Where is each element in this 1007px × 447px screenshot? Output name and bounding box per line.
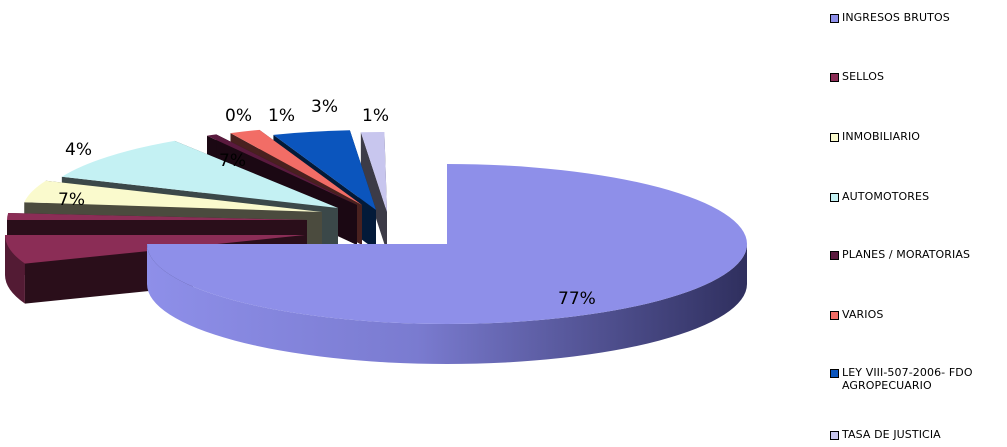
legend-item-ley-fdo-agropecuario: LEY VIII-507-2006- FDO AGROPECUARIO bbox=[830, 366, 1007, 392]
slice-label: 3% bbox=[311, 97, 338, 117]
slice-top bbox=[61, 140, 339, 208]
legend-label: TASA DE JUSTICIA bbox=[842, 428, 941, 441]
slice-top bbox=[7, 213, 307, 220]
legend-label: PLANES / MORATORIAS bbox=[842, 248, 971, 261]
legend-label: SELLOS bbox=[842, 70, 885, 83]
slice-label: 7% bbox=[58, 190, 85, 210]
legend-label: VARIOS bbox=[842, 308, 884, 321]
legend-item-tasa-de-justicia: TASA DE JUSTICIA bbox=[830, 428, 1007, 441]
legend-swatch bbox=[830, 14, 839, 23]
slice-side bbox=[147, 244, 747, 364]
legend-label: LEY VIII-507-2006- FDO AGROPECUARIO bbox=[842, 366, 973, 392]
slice-label: 0% bbox=[225, 106, 252, 126]
slice-top bbox=[360, 132, 387, 212]
legend-item-planes-moratorias: PLANES / MORATORIAS bbox=[830, 248, 1007, 261]
slice-1 bbox=[147, 164, 747, 364]
slice-top bbox=[230, 129, 362, 205]
slice-8 bbox=[360, 132, 387, 252]
legend-swatch bbox=[830, 193, 839, 202]
slice-top bbox=[207, 134, 357, 205]
slice-top bbox=[24, 180, 323, 212]
slice-top bbox=[273, 130, 376, 210]
legend-item-sellos: SELLOS bbox=[830, 70, 1007, 83]
legend-item-varios: VARIOS bbox=[830, 308, 1007, 321]
slice-top bbox=[147, 164, 747, 324]
slice-label: 77% bbox=[558, 289, 596, 309]
legend-label: INMOBILIARIO bbox=[842, 130, 921, 143]
legend-swatch bbox=[830, 133, 839, 142]
slice-label: 4% bbox=[65, 140, 92, 160]
slice-label: 1% bbox=[362, 106, 389, 126]
legend-swatch bbox=[830, 311, 839, 320]
slice-label: 7% bbox=[219, 151, 246, 171]
slice-wall bbox=[360, 132, 387, 252]
slice-label: 1% bbox=[268, 106, 295, 126]
legend-item-inmobiliario: INMOBILIARIO bbox=[830, 130, 1007, 143]
legend-swatch bbox=[830, 369, 839, 378]
pie-chart: 77% 4% 7% 0% 1% 3% 1% 7% bbox=[5, 97, 747, 364]
legend-swatch bbox=[830, 431, 839, 440]
legend-label: INGRESOS BRUTOS bbox=[842, 11, 950, 24]
legend-item-automotores: AUTOMOTORES bbox=[830, 190, 1007, 203]
legend: INGRESOS BRUTOS SELLOS INMOBILIARIO AUTO… bbox=[830, 0, 1007, 447]
legend-label: AUTOMOTORES bbox=[842, 190, 930, 203]
legend-item-ingresos-brutos: INGRESOS BRUTOS bbox=[830, 11, 1007, 24]
legend-swatch bbox=[830, 251, 839, 260]
legend-swatch bbox=[830, 73, 839, 82]
slice-side bbox=[5, 235, 25, 304]
